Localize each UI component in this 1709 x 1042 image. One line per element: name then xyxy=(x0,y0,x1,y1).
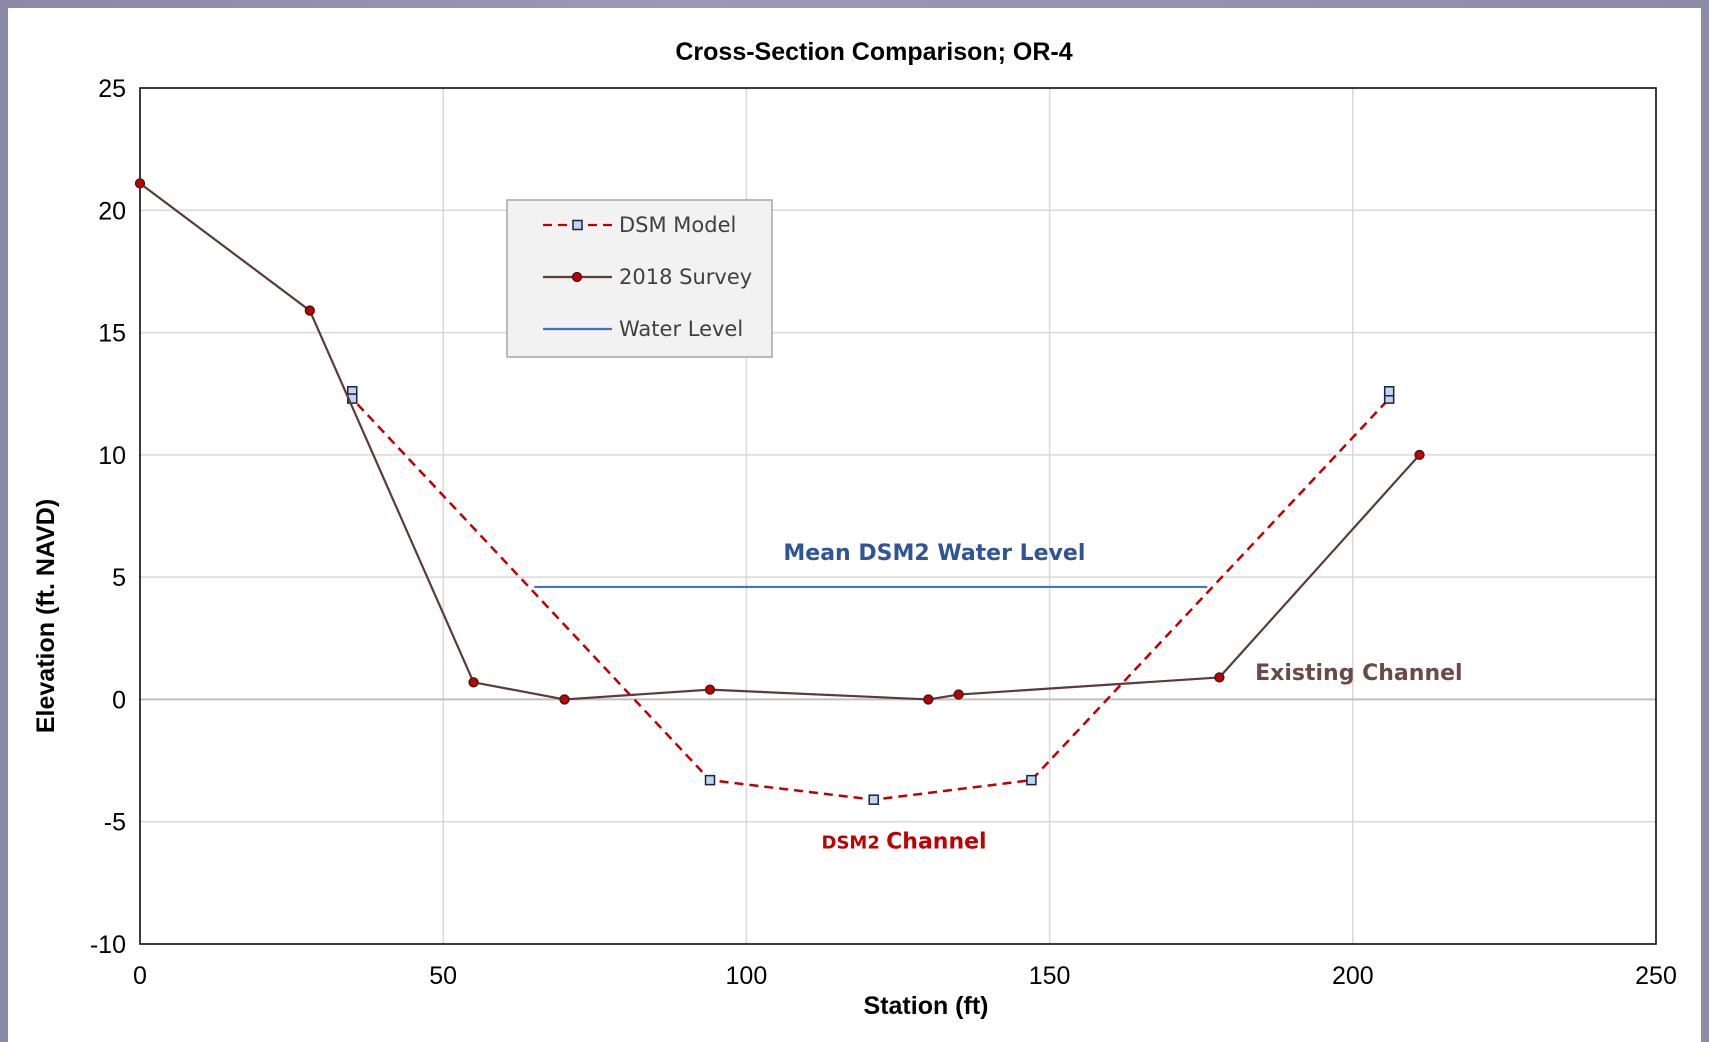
series-line-2018-survey xyxy=(139,182,1421,701)
data-point xyxy=(559,694,570,705)
annotation-label: Existing Channel xyxy=(1255,661,1462,686)
data-point xyxy=(304,305,315,316)
data-point xyxy=(1414,449,1425,461)
chart-frame: Cross-Section Comparison; OR-4 0 50 100 150… xyxy=(8,8,1701,1042)
x-tick-label: 50 xyxy=(429,962,457,990)
data-point xyxy=(1026,774,1037,786)
legend-box xyxy=(506,199,773,358)
legend: DSM Model 2018 Survey Water Level xyxy=(506,199,773,358)
y-tick-label: 10 xyxy=(98,442,126,470)
x-axis-title: Station (ft) xyxy=(864,992,989,1020)
x-tick-label: 200 xyxy=(1332,962,1374,990)
y-axis-title: Elevation (ft. NAVD) xyxy=(32,499,60,733)
data-point xyxy=(1383,386,1395,397)
y-axis: -10 -5 0 5 10 15 20 25 xyxy=(90,75,126,959)
cross-section-chart: Cross-Section Comparison; OR-4 0 50 100 150… xyxy=(32,38,1677,1020)
chart-title: Cross-Section Comparison; OR-4 xyxy=(675,38,1072,66)
data-point xyxy=(704,684,716,695)
data-point xyxy=(468,677,479,688)
y-tick-label: 20 xyxy=(98,197,126,225)
legend-marker xyxy=(571,271,583,283)
x-tick-label: 150 xyxy=(1029,962,1071,990)
data-point xyxy=(953,689,964,700)
y-tick-label: -5 xyxy=(104,809,126,837)
series-layer xyxy=(134,178,1425,805)
y-tick-label: 25 xyxy=(98,75,126,103)
annotations: Mean DSM2 Water Level Existing Channel DSM… xyxy=(783,541,1462,855)
legend-marker xyxy=(572,219,583,231)
data-point xyxy=(1214,672,1225,683)
data-point xyxy=(923,694,934,705)
x-tick-label: 0 xyxy=(133,962,147,990)
y-tick-label: 15 xyxy=(98,320,126,348)
data-point xyxy=(704,774,716,786)
x-tick-label: 250 xyxy=(1635,962,1677,990)
y-tick-label: 5 xyxy=(112,564,126,592)
annotation-label: Mean DSM2 Water Level xyxy=(783,541,1085,566)
data-point xyxy=(134,178,146,189)
legend-label: Water Level xyxy=(619,317,743,341)
plot-area xyxy=(139,87,1657,945)
x-tick-label: 100 xyxy=(726,962,768,990)
annotation-label: DSM2 Channel xyxy=(822,830,987,855)
legend-label: DSM Model xyxy=(619,213,736,237)
x-axis: 0 50 100 150 200 250 xyxy=(133,962,1677,990)
data-point xyxy=(868,794,879,805)
series-line-dsm-model xyxy=(350,391,1391,801)
grid xyxy=(139,87,1657,945)
legend-label: 2018 Survey xyxy=(619,265,752,289)
y-tick-label: 0 xyxy=(112,686,126,714)
y-tick-label: -10 xyxy=(90,931,126,959)
